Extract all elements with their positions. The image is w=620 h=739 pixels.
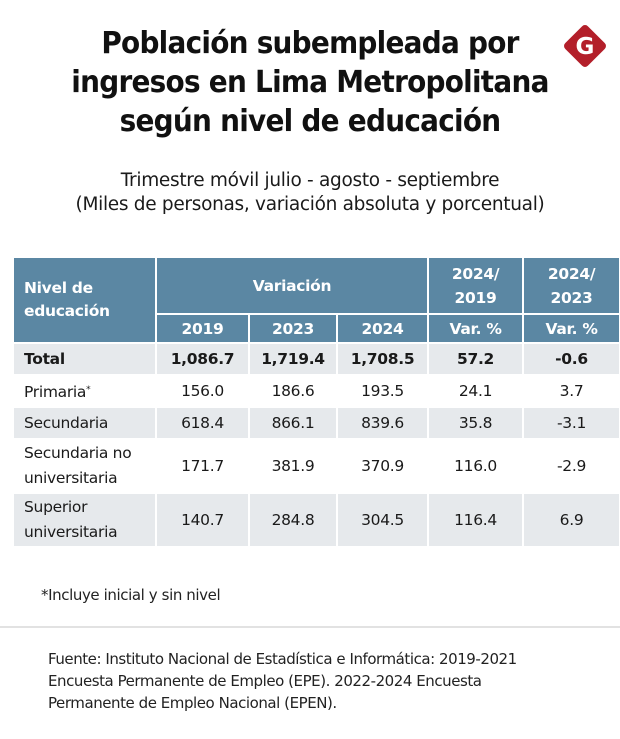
title-line: Población subempleada por [101,26,519,61]
row-level-line: universitaria [24,523,118,541]
cell-value: 304.5 [338,494,428,546]
table-row: Secundaria 618.4 866.1 839.6 35.8 -3.1 [14,408,620,438]
cell-value: 6.9 [524,494,620,546]
row-level: Secundaria no universitaria [14,440,155,492]
cell-value: -0.6 [524,344,620,374]
header-year-2019: 2019 [157,315,248,342]
cell-value: 284.8 [250,494,336,546]
cell-value: 140.7 [157,494,248,546]
row-level: Primaria* [14,376,155,406]
row-level-line: Primaria* [24,378,155,405]
cell-value: 171.7 [181,457,224,475]
cell-value: 618.4 [157,408,248,438]
cell-value: 186.6 [271,382,315,400]
data-table: Nivel de educación Variación 2024/ 2019 … [12,256,620,548]
cell-value: 24.1 [458,382,493,400]
row-level-line: Total [24,349,65,368]
cell-value: 1,719.4 [250,344,336,374]
cell-value: -3.1 [524,408,620,438]
cell-value: 57.2 [429,344,523,374]
cell-value: 839.6 [338,408,428,438]
table-row: Total 1,086.7 1,719.4 1,708.5 57.2 -0.6 [14,344,620,374]
subtitle-line: (Miles de personas, variación absoluta y… [75,194,545,215]
cell-value: 3.7 [559,382,584,400]
row-level: Secundaria [14,408,155,438]
row-level-line: Superior [24,498,88,516]
gestion-g-logo-icon: G [564,25,606,67]
row-level-text: Primaria [24,382,87,401]
cell-value: 156.0 [181,382,224,400]
row-level-line: Secundaria no [24,444,132,462]
header-var-pct: Var. % [429,315,523,342]
header-pct-2024-2019: 2024/ 2019 [429,258,523,313]
header-year-2023: 2023 [250,315,336,342]
header-level-line: educación [24,302,110,320]
header-level-line: Nivel de [24,279,93,297]
title-line: según nivel de educación [119,104,502,139]
header-pct-line: 2023 [550,288,593,307]
cell-value: 1,708.5 [338,344,428,374]
cell-value: 1,086.7 [157,344,248,374]
page-title: Población subempleada por ingresos en Li… [22,24,599,141]
cell-value: 193.5 [361,382,404,400]
logo-letter: G [576,34,595,60]
cell-value: 370.9 [361,457,404,475]
header-level: Nivel de educación [14,258,155,342]
row-level-line: Secundaria [24,413,109,432]
table-row: Primaria* 156.0 186.6 193.5 24.1 3.7 [14,376,619,406]
cell-value: 35.8 [429,408,523,438]
header-pct-2024-2023: 2024/ 2023 [524,258,620,313]
cell-value: 381.9 [271,457,315,475]
header-pct-line: 2019 [454,288,497,307]
source-line: Fuente: Instituto Nacional de Estadístic… [48,650,517,668]
subtitle-line: Trimestre móvil julio - agosto - septiem… [120,170,500,191]
cell-value: 116.0 [454,457,497,475]
source-line: Permanente de Empleo Nacional (EPEN). [48,694,337,712]
subtitle: Trimestre móvil julio - agosto - septiem… [0,169,620,217]
header-variacion: Variación [157,258,428,313]
cell-value: 866.1 [250,408,336,438]
table-row: Secundaria no universitaria 171.7 381.9 370.… [14,440,619,492]
source-note: Fuente: Instituto Nacional de Estadístic… [48,648,608,714]
header-pct-line: 2024/ [547,264,596,283]
title-line: ingresos en Lima Metropolitana [71,65,549,100]
header-pct-line: 2024/ [451,264,500,283]
row-level: Total [14,344,155,374]
footnote: *Incluye inicial y sin nivel [41,586,221,604]
header-year-2024: 2024 [338,315,428,342]
divider [0,626,620,628]
source-line: Encuesta Permanente de Empleo (EPE). 202… [48,672,482,690]
row-level: Superior universitaria [14,494,155,546]
cell-value: -2.9 [557,457,587,475]
table-row: Superior universitaria 140.7 284.8 304.5 116.… [14,494,620,546]
row-level-line: universitaria [24,469,118,487]
header-var-pct: Var. % [524,315,620,342]
footnote-mark: * [86,384,91,395]
cell-value: 116.4 [429,494,523,546]
